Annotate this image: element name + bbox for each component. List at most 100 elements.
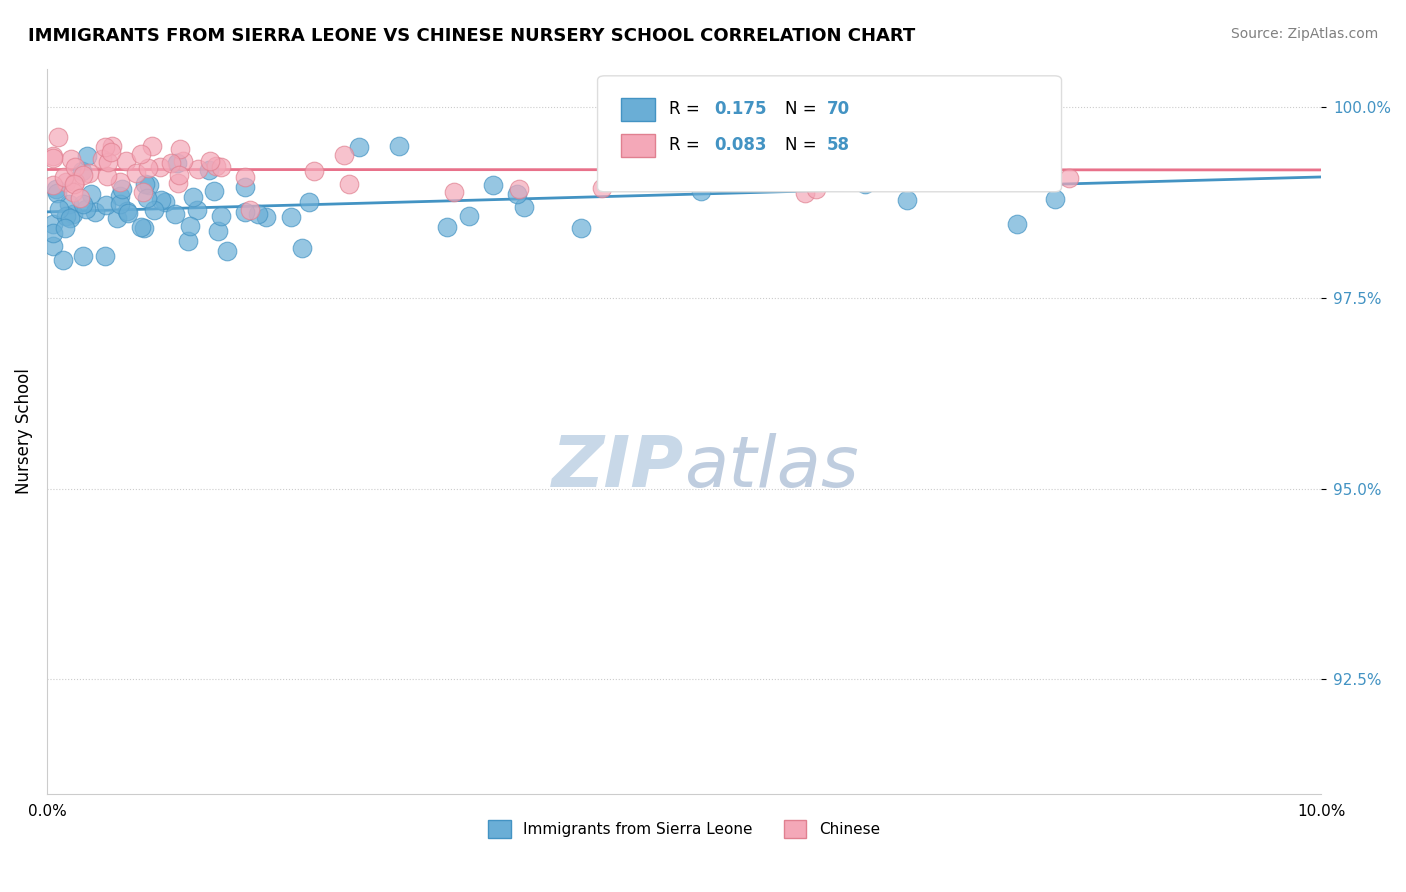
Point xyxy=(198,154,221,169)
Point xyxy=(80,187,103,202)
Point xyxy=(1015,160,1038,174)
Point xyxy=(169,142,191,156)
Point xyxy=(209,210,232,224)
Point xyxy=(179,219,201,234)
Point xyxy=(207,224,229,238)
Point xyxy=(198,162,221,177)
Point xyxy=(111,182,134,196)
Point xyxy=(63,177,86,191)
Point xyxy=(149,160,172,174)
Point xyxy=(62,185,84,199)
Point xyxy=(233,180,256,194)
Point xyxy=(125,165,148,179)
Text: Source: ZipAtlas.com: Source: ZipAtlas.com xyxy=(1230,27,1378,41)
Point xyxy=(959,165,981,179)
Point xyxy=(513,200,536,214)
Point xyxy=(233,205,256,219)
Point xyxy=(55,176,77,190)
Point xyxy=(202,184,225,198)
Point xyxy=(51,253,73,268)
Point xyxy=(46,130,69,145)
Text: 0.083: 0.083 xyxy=(714,136,766,153)
Point xyxy=(69,191,91,205)
Point xyxy=(387,139,409,153)
Point xyxy=(45,182,67,196)
Point xyxy=(96,198,118,212)
Point xyxy=(72,197,94,211)
Point xyxy=(143,203,166,218)
Point xyxy=(167,168,190,182)
Point xyxy=(172,153,194,168)
Point xyxy=(239,202,262,217)
Point xyxy=(75,202,97,216)
Point xyxy=(115,154,138,169)
Point xyxy=(129,219,152,234)
Point xyxy=(131,185,153,199)
Point xyxy=(132,220,155,235)
Point xyxy=(153,194,176,209)
Point xyxy=(100,145,122,159)
Point xyxy=(1007,153,1029,168)
Point xyxy=(105,211,128,226)
Point xyxy=(48,202,70,216)
Point xyxy=(640,166,662,180)
Point xyxy=(55,209,77,223)
Point xyxy=(181,190,204,204)
Point xyxy=(302,164,325,178)
Point xyxy=(72,169,94,183)
Point xyxy=(167,177,190,191)
Point xyxy=(591,181,613,195)
Point xyxy=(863,145,886,160)
Point xyxy=(853,177,876,191)
Legend: Immigrants from Sierra Leone, Chinese: Immigrants from Sierra Leone, Chinese xyxy=(482,814,886,845)
Point xyxy=(42,217,65,231)
Point xyxy=(349,140,371,154)
Point xyxy=(569,221,592,235)
Point xyxy=(337,177,360,191)
Text: 58: 58 xyxy=(827,136,849,153)
Point xyxy=(138,178,160,193)
Point xyxy=(58,197,80,211)
Point xyxy=(134,177,156,191)
Point xyxy=(97,154,120,169)
Point xyxy=(42,239,65,253)
Point xyxy=(42,151,65,165)
Point xyxy=(436,220,458,235)
Point xyxy=(506,186,529,201)
Point xyxy=(215,244,238,258)
Point xyxy=(96,169,118,184)
Point xyxy=(108,188,131,202)
Point xyxy=(458,209,481,223)
Point xyxy=(53,221,76,235)
Point xyxy=(696,156,718,170)
Point xyxy=(256,210,278,224)
Point xyxy=(115,204,138,219)
Point xyxy=(76,148,98,162)
Point xyxy=(45,186,67,200)
Point xyxy=(233,169,256,184)
Text: R =: R = xyxy=(669,100,706,118)
Point xyxy=(443,185,465,199)
Text: 0.175: 0.175 xyxy=(714,100,766,118)
Point xyxy=(508,182,530,196)
Point xyxy=(1045,192,1067,206)
Point xyxy=(290,241,312,255)
Point xyxy=(53,170,76,185)
Text: IMMIGRANTS FROM SIERRA LEONE VS CHINESE NURSERY SCHOOL CORRELATION CHART: IMMIGRANTS FROM SIERRA LEONE VS CHINESE … xyxy=(28,27,915,45)
Point xyxy=(160,156,183,170)
Point xyxy=(804,182,827,196)
Point xyxy=(205,159,228,173)
Point xyxy=(63,160,86,174)
Point xyxy=(60,152,83,166)
Point xyxy=(141,139,163,153)
Point xyxy=(187,161,209,176)
Point xyxy=(117,206,139,220)
Point xyxy=(91,153,114,167)
Point xyxy=(79,165,101,179)
Point xyxy=(298,194,321,209)
Point xyxy=(332,147,354,161)
Point xyxy=(209,160,232,174)
Text: 70: 70 xyxy=(827,100,849,118)
Point xyxy=(883,155,905,169)
Point xyxy=(811,149,834,163)
